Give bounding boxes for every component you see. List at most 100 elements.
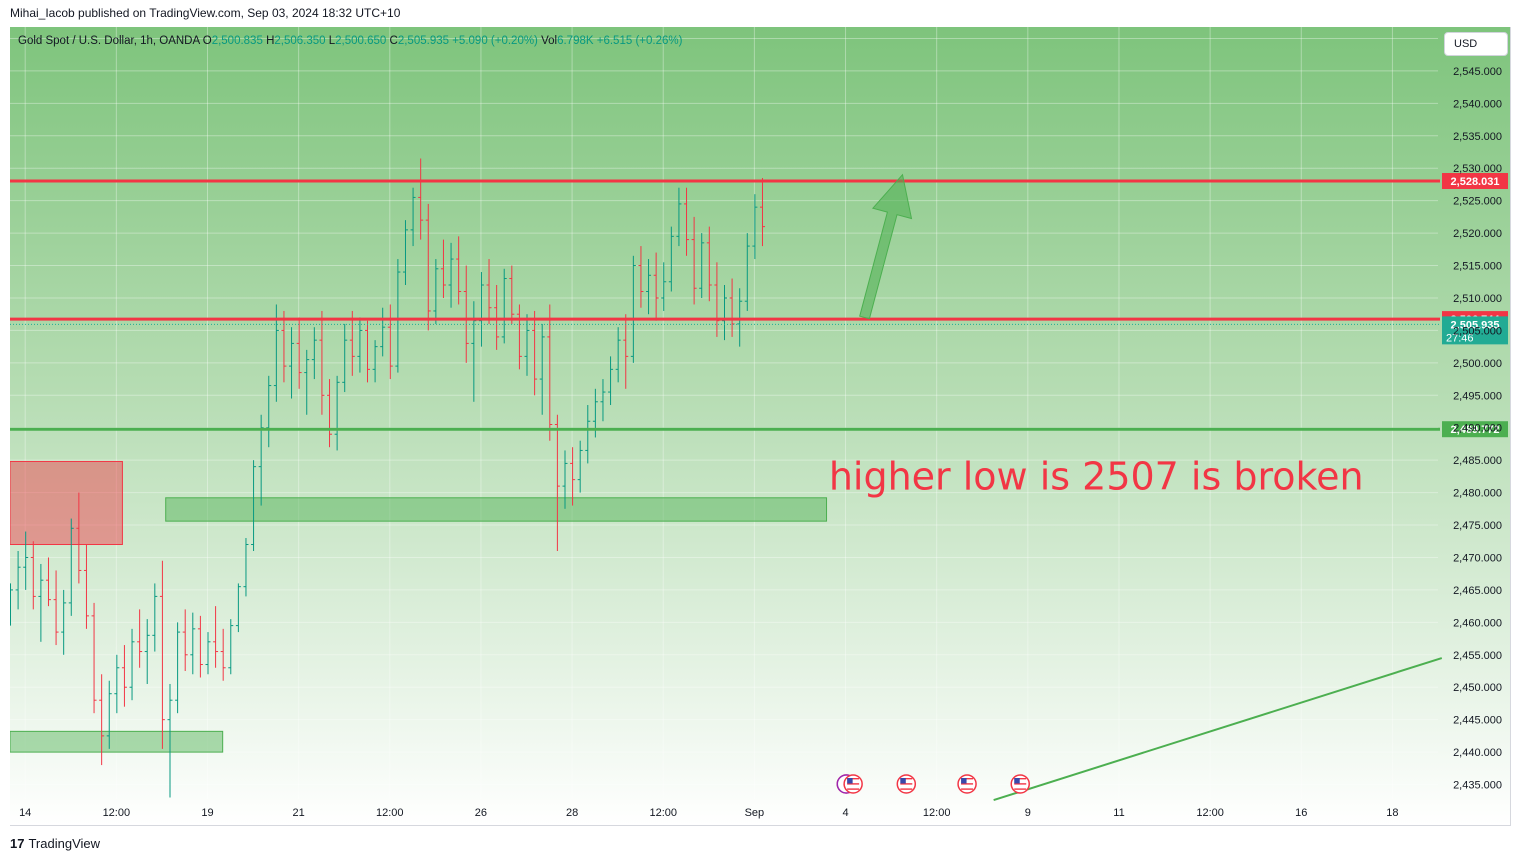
candles <box>10 158 765 798</box>
flag-canton <box>961 778 967 784</box>
legend-open-label: O <box>202 35 212 47</box>
flag-stripe <box>1014 783 1027 785</box>
price-tick-label: 2,535.000 <box>1453 131 1502 143</box>
legend-low: 2,500.650 <box>335 35 387 47</box>
flag-stripe <box>1014 788 1027 790</box>
legend-close: 2,505.935 <box>397 35 450 47</box>
time-tick-label: 12:00 <box>649 807 677 819</box>
time-tick-label: 18 <box>1386 807 1398 819</box>
last-price-label: 2,505.935 <box>1451 319 1500 331</box>
price-line-label-bg <box>1442 421 1508 438</box>
time-tick-label: 28 <box>566 807 578 819</box>
bar-countdown: 27:46 <box>1446 332 1474 344</box>
flag-stripe <box>847 783 860 785</box>
flag-stripe <box>900 778 913 780</box>
price-tick-label: 2,465.000 <box>1453 585 1502 597</box>
horizontal-lines[interactable]: 2,528.0312,506.7442,489.7722,505.93527:4… <box>10 173 1508 438</box>
legend-symbol: Gold Spot / U.S. Dollar, 1h, OANDA <box>18 35 200 47</box>
flag-stripe <box>1014 785 1027 788</box>
drawings[interactable]: higher low is 2507 is broken <box>829 173 1443 802</box>
time-tick-label: Sep <box>745 807 765 819</box>
price-tick-label: 2,475.000 <box>1453 520 1502 532</box>
time-tick-label: 9 <box>1025 807 1031 819</box>
flag-stripe <box>961 778 974 780</box>
time-tick-label: 11 <box>1113 807 1124 819</box>
price-tick-label: 2,445.000 <box>1453 715 1502 727</box>
flag-stripe <box>900 780 913 782</box>
price-line-label-bg <box>1442 173 1508 190</box>
price-tick-label: 2,490.000 <box>1453 423 1502 435</box>
flag-canton <box>1014 778 1020 784</box>
price-tick-label: 2,500.000 <box>1453 358 1502 370</box>
us-flag-icon[interactable] <box>896 774 917 794</box>
price-tick-label: 2,505.000 <box>1453 325 1502 337</box>
legend-volume-label: Vol <box>541 35 558 47</box>
zone-rect <box>10 460 123 546</box>
price-tick-label: 2,515.000 <box>1453 261 1502 273</box>
time-tick-label: 12:00 <box>103 807 131 819</box>
price-tick-label: 2,440.000 <box>1453 747 1502 759</box>
flag-stripe <box>847 785 860 788</box>
price-line-label: 2,528.031 <box>1451 176 1500 188</box>
price-tick-label: 2,450.000 <box>1453 682 1502 694</box>
target-arrow[interactable] <box>859 173 913 320</box>
time-tick-label: 4 <box>842 807 848 819</box>
time-tick-label: 19 <box>201 807 213 819</box>
price-tick-label: 2,480.000 <box>1453 488 1502 500</box>
trend-line[interactable] <box>993 657 1443 802</box>
price-tick-label: 2,470.000 <box>1453 552 1502 564</box>
legend-volume-change: +6.515 (+0.26%) <box>596 35 683 47</box>
price-tick-label: 2,485.000 <box>1453 455 1502 467</box>
time-tick-label: 26 <box>475 807 487 819</box>
time-tick-label: 21 <box>293 807 305 819</box>
legend-open: 2,500.835 <box>211 35 263 47</box>
last-price-label-bg <box>1442 316 1508 345</box>
flag-stripe <box>847 780 860 782</box>
time-tick-label: 12:00 <box>376 807 404 819</box>
legend-high-label: H <box>266 35 275 47</box>
legend-volume: 6.798K <box>557 35 594 47</box>
price-tick-label: 2,495.000 <box>1453 390 1502 402</box>
currency-button[interactable]: USD <box>1444 32 1508 56</box>
time-tick-label: 14 <box>19 807 31 819</box>
legend-change: +5.090 (+0.20%) <box>452 35 538 47</box>
symbol-legend: Gold Spot / U.S. Dollar, 1h, OANDA O2,50… <box>18 35 682 47</box>
flag-stripe <box>961 788 974 790</box>
flag-stripe <box>961 780 974 782</box>
flag-stripe <box>961 785 974 788</box>
flag-canton <box>847 778 853 784</box>
event-markers[interactable] <box>836 774 1030 794</box>
us-flag-icon[interactable] <box>843 774 863 794</box>
us-flag-icon[interactable] <box>957 774 977 794</box>
flag-canton <box>900 778 906 784</box>
time-axis[interactable]: 14 12:00 19 21 12:00 26 28 12:00 Sep 4 12:00 9 11 12:… <box>19 807 1398 819</box>
annotation-text[interactable]: higher low is 2507 is broken <box>829 454 1364 498</box>
price-line-label: 2,489.772 <box>1451 424 1500 436</box>
price-tick-label: 2,540.000 <box>1453 98 1502 110</box>
flag-stripe <box>1014 780 1027 782</box>
zones <box>10 460 828 753</box>
price-tick-label: 2,525.000 <box>1453 196 1502 208</box>
time-tick-label: 16 <box>1295 807 1307 819</box>
flag-stripe <box>1014 778 1027 780</box>
chart-background <box>10 27 1510 825</box>
flag-stripe <box>900 785 913 788</box>
price-tick-label: 2,530.000 <box>1453 163 1502 175</box>
tradingview-footer[interactable]: 17 TradingView <box>10 836 100 851</box>
time-tick-label: 12:00 <box>923 807 951 819</box>
flag-stripe <box>847 788 860 790</box>
price-chart[interactable]: 2,528.0312,506.7442,489.7722,505.93527:4… <box>10 27 1510 825</box>
zone-rect <box>10 730 224 753</box>
flag-stripe <box>961 783 974 785</box>
price-tick-label: 2,460.000 <box>1453 617 1502 629</box>
price-axis[interactable]: 2,550.0002,545.0002,540.0002,535.0002,53… <box>1453 33 1502 791</box>
us-flag-icon[interactable] <box>1010 774 1030 794</box>
price-tick-label: 2,545.000 <box>1453 66 1502 78</box>
price-tick-label: 2,455.000 <box>1453 650 1502 662</box>
legend-low-label: L <box>328 35 336 47</box>
zone-rect <box>165 497 828 522</box>
tradingview-logo-icon: 17 <box>10 836 25 851</box>
flag-stripe <box>900 783 913 785</box>
publisher-line: Mihai_Iacob published on TradingView.com… <box>10 6 401 20</box>
price-tick-label: 2,520.000 <box>1453 228 1502 240</box>
